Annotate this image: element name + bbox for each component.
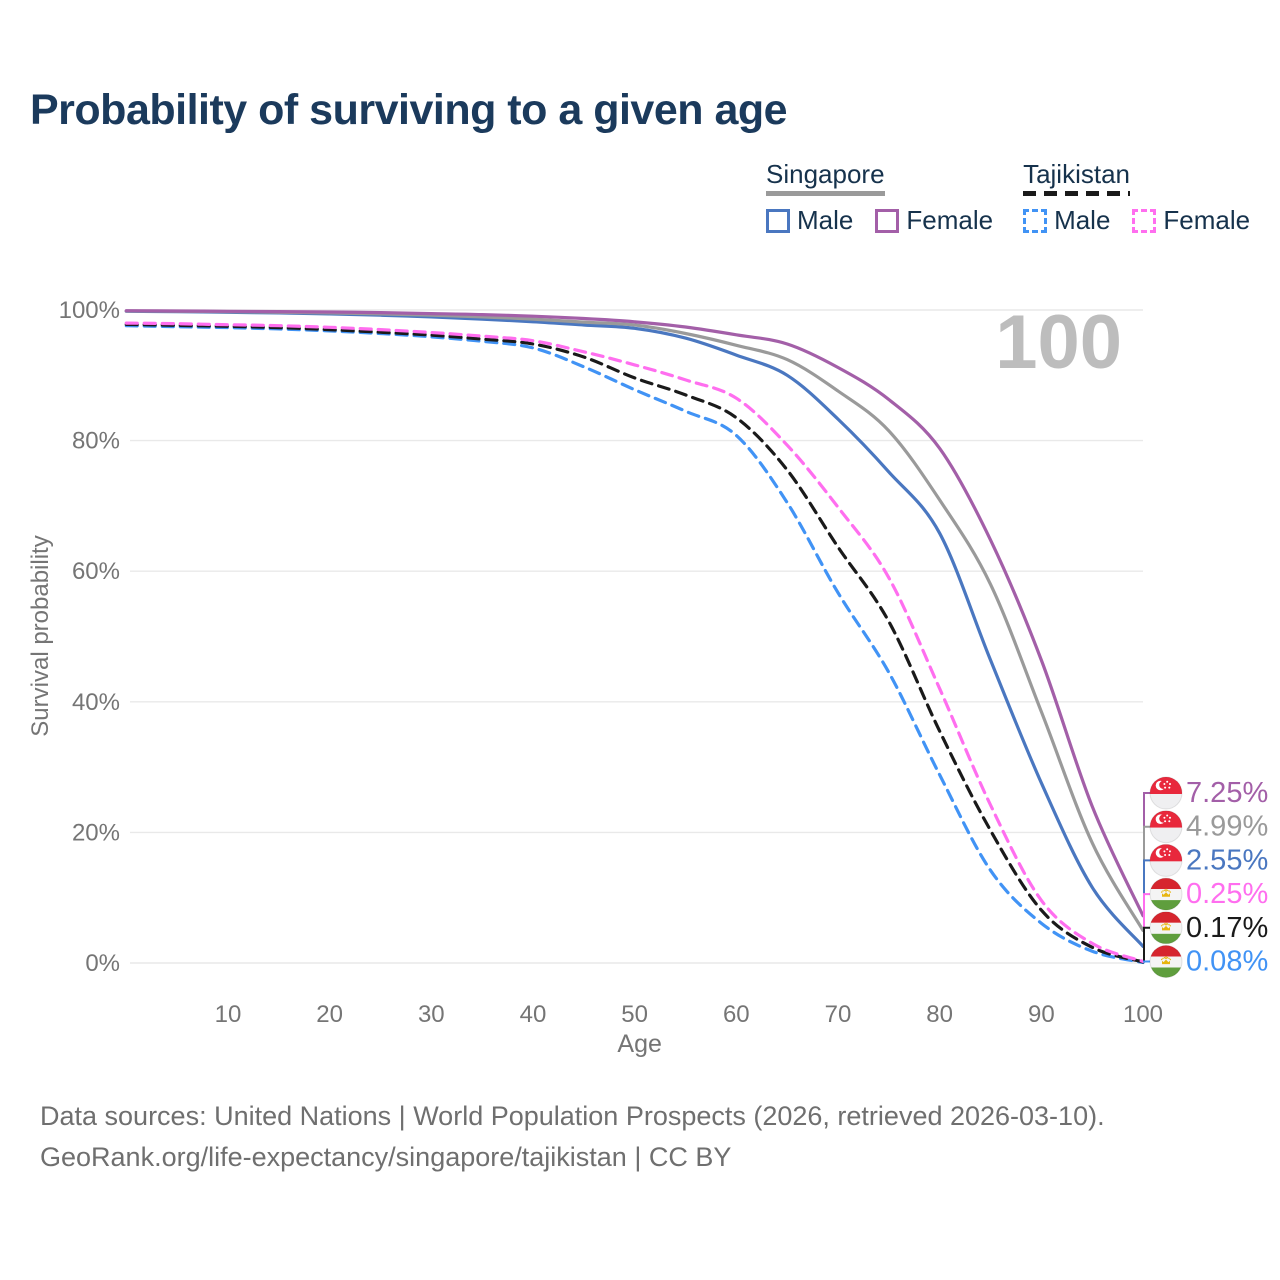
end-value-label-singapore-female: 7.25% (1186, 777, 1268, 809)
legend-item-tajikistan-male[interactable]: Male (1023, 205, 1110, 236)
x-tick-label: 40 (520, 1001, 547, 1028)
y-tick-label: 40% (72, 689, 120, 716)
legend: Singapore Male Female Tajikistan (766, 160, 1250, 236)
legend-item-singapore-male[interactable]: Male (766, 205, 853, 236)
tajikistan-flag-icon (1149, 945, 1183, 978)
tajikistan-male-swatch (1023, 208, 1048, 233)
legend-group-singapore: Singapore Male Female (766, 160, 993, 236)
singapore-flag-icon (1149, 843, 1183, 877)
footer-attribution-line: GeoRank.org/life-expectancy/singapore/ta… (40, 1142, 732, 1172)
singapore-flag-icon (1149, 776, 1183, 810)
singapore-female-swatch (875, 208, 900, 233)
legend-item-label: Female (1163, 205, 1251, 235)
x-axis-title: Age (617, 1030, 661, 1058)
legend-country-tajikistan[interactable]: Tajikistan (1023, 160, 1130, 196)
x-tick-label: 100 (1123, 1001, 1163, 1028)
x-tick-label: 30 (418, 1001, 445, 1028)
x-tick-label: 50 (621, 1001, 648, 1028)
tajikistan-flag-icon (1149, 877, 1183, 911)
singapore-line-swatch (766, 191, 885, 196)
series-line-tajikistan-both-sexes[interactable] (124, 322, 1145, 964)
singapore-male-swatch (766, 208, 790, 233)
end-value-label-tajikistan-both-sexes: 0.17% (1186, 912, 1268, 944)
end-label-connector (1143, 926, 1150, 962)
y-tick-label: 20% (72, 819, 120, 846)
legend-item-label: Male (1054, 205, 1111, 235)
end-value-label-tajikistan-female: 0.25% (1186, 878, 1268, 910)
tajikistan-line-swatch (1023, 191, 1130, 196)
x-tick-label: 70 (825, 1001, 852, 1028)
end-value-label-tajikistan-male: 0.08% (1186, 946, 1268, 978)
footer-sources-line: Data sources: United Nations | World Pop… (40, 1101, 1105, 1131)
legend-group-tajikistan: Tajikistan Male Female (1023, 160, 1250, 236)
x-tick-label: 10 (215, 1001, 242, 1028)
tajikistan-flag-icon (1149, 911, 1183, 945)
series-line-singapore-male[interactable] (124, 309, 1145, 948)
x-tick-label: 60 (723, 1001, 750, 1028)
end-label-connector (1143, 960, 1150, 963)
y-tick-label: 60% (72, 558, 120, 585)
legend-country-singapore[interactable]: Singapore (766, 160, 885, 196)
series-line-tajikistan-male[interactable] (124, 324, 1145, 965)
page-title: Probability of surviving to a given age (30, 86, 788, 134)
series-line-singapore-both-sexes[interactable] (124, 309, 1145, 932)
y-tick-label: 100% (59, 297, 120, 324)
series-line-tajikistan-female[interactable] (124, 321, 1145, 963)
data-sources-footer: Data sources: United Nations | World Pop… (40, 1096, 1105, 1178)
x-tick-label: 20 (316, 1001, 343, 1028)
legend-item-label: Male (797, 205, 854, 235)
watermark-age-counter: 100 (995, 300, 1122, 385)
y-tick-label: 80% (72, 428, 120, 455)
legend-item-label: Female (906, 205, 994, 235)
end-value-label-singapore-both-sexes: 4.99% (1186, 811, 1268, 843)
end-value-label-singapore-male: 2.55% (1186, 844, 1268, 876)
singapore-flag-icon (1149, 810, 1183, 844)
y-tick-label: 0% (85, 950, 120, 977)
x-tick-label: 90 (1028, 1001, 1055, 1028)
legend-country-label: Singapore (766, 159, 885, 189)
series-line-singapore-female[interactable] (124, 309, 1145, 918)
tajikistan-female-swatch (1132, 208, 1157, 233)
legend-item-singapore-female[interactable]: Female (875, 205, 993, 236)
y-axis-title: Survival probability (27, 535, 54, 736)
legend-country-label: Tajikistan (1023, 159, 1130, 189)
x-tick-label: 80 (926, 1001, 953, 1028)
legend-item-tajikistan-female[interactable]: Female (1132, 205, 1250, 236)
